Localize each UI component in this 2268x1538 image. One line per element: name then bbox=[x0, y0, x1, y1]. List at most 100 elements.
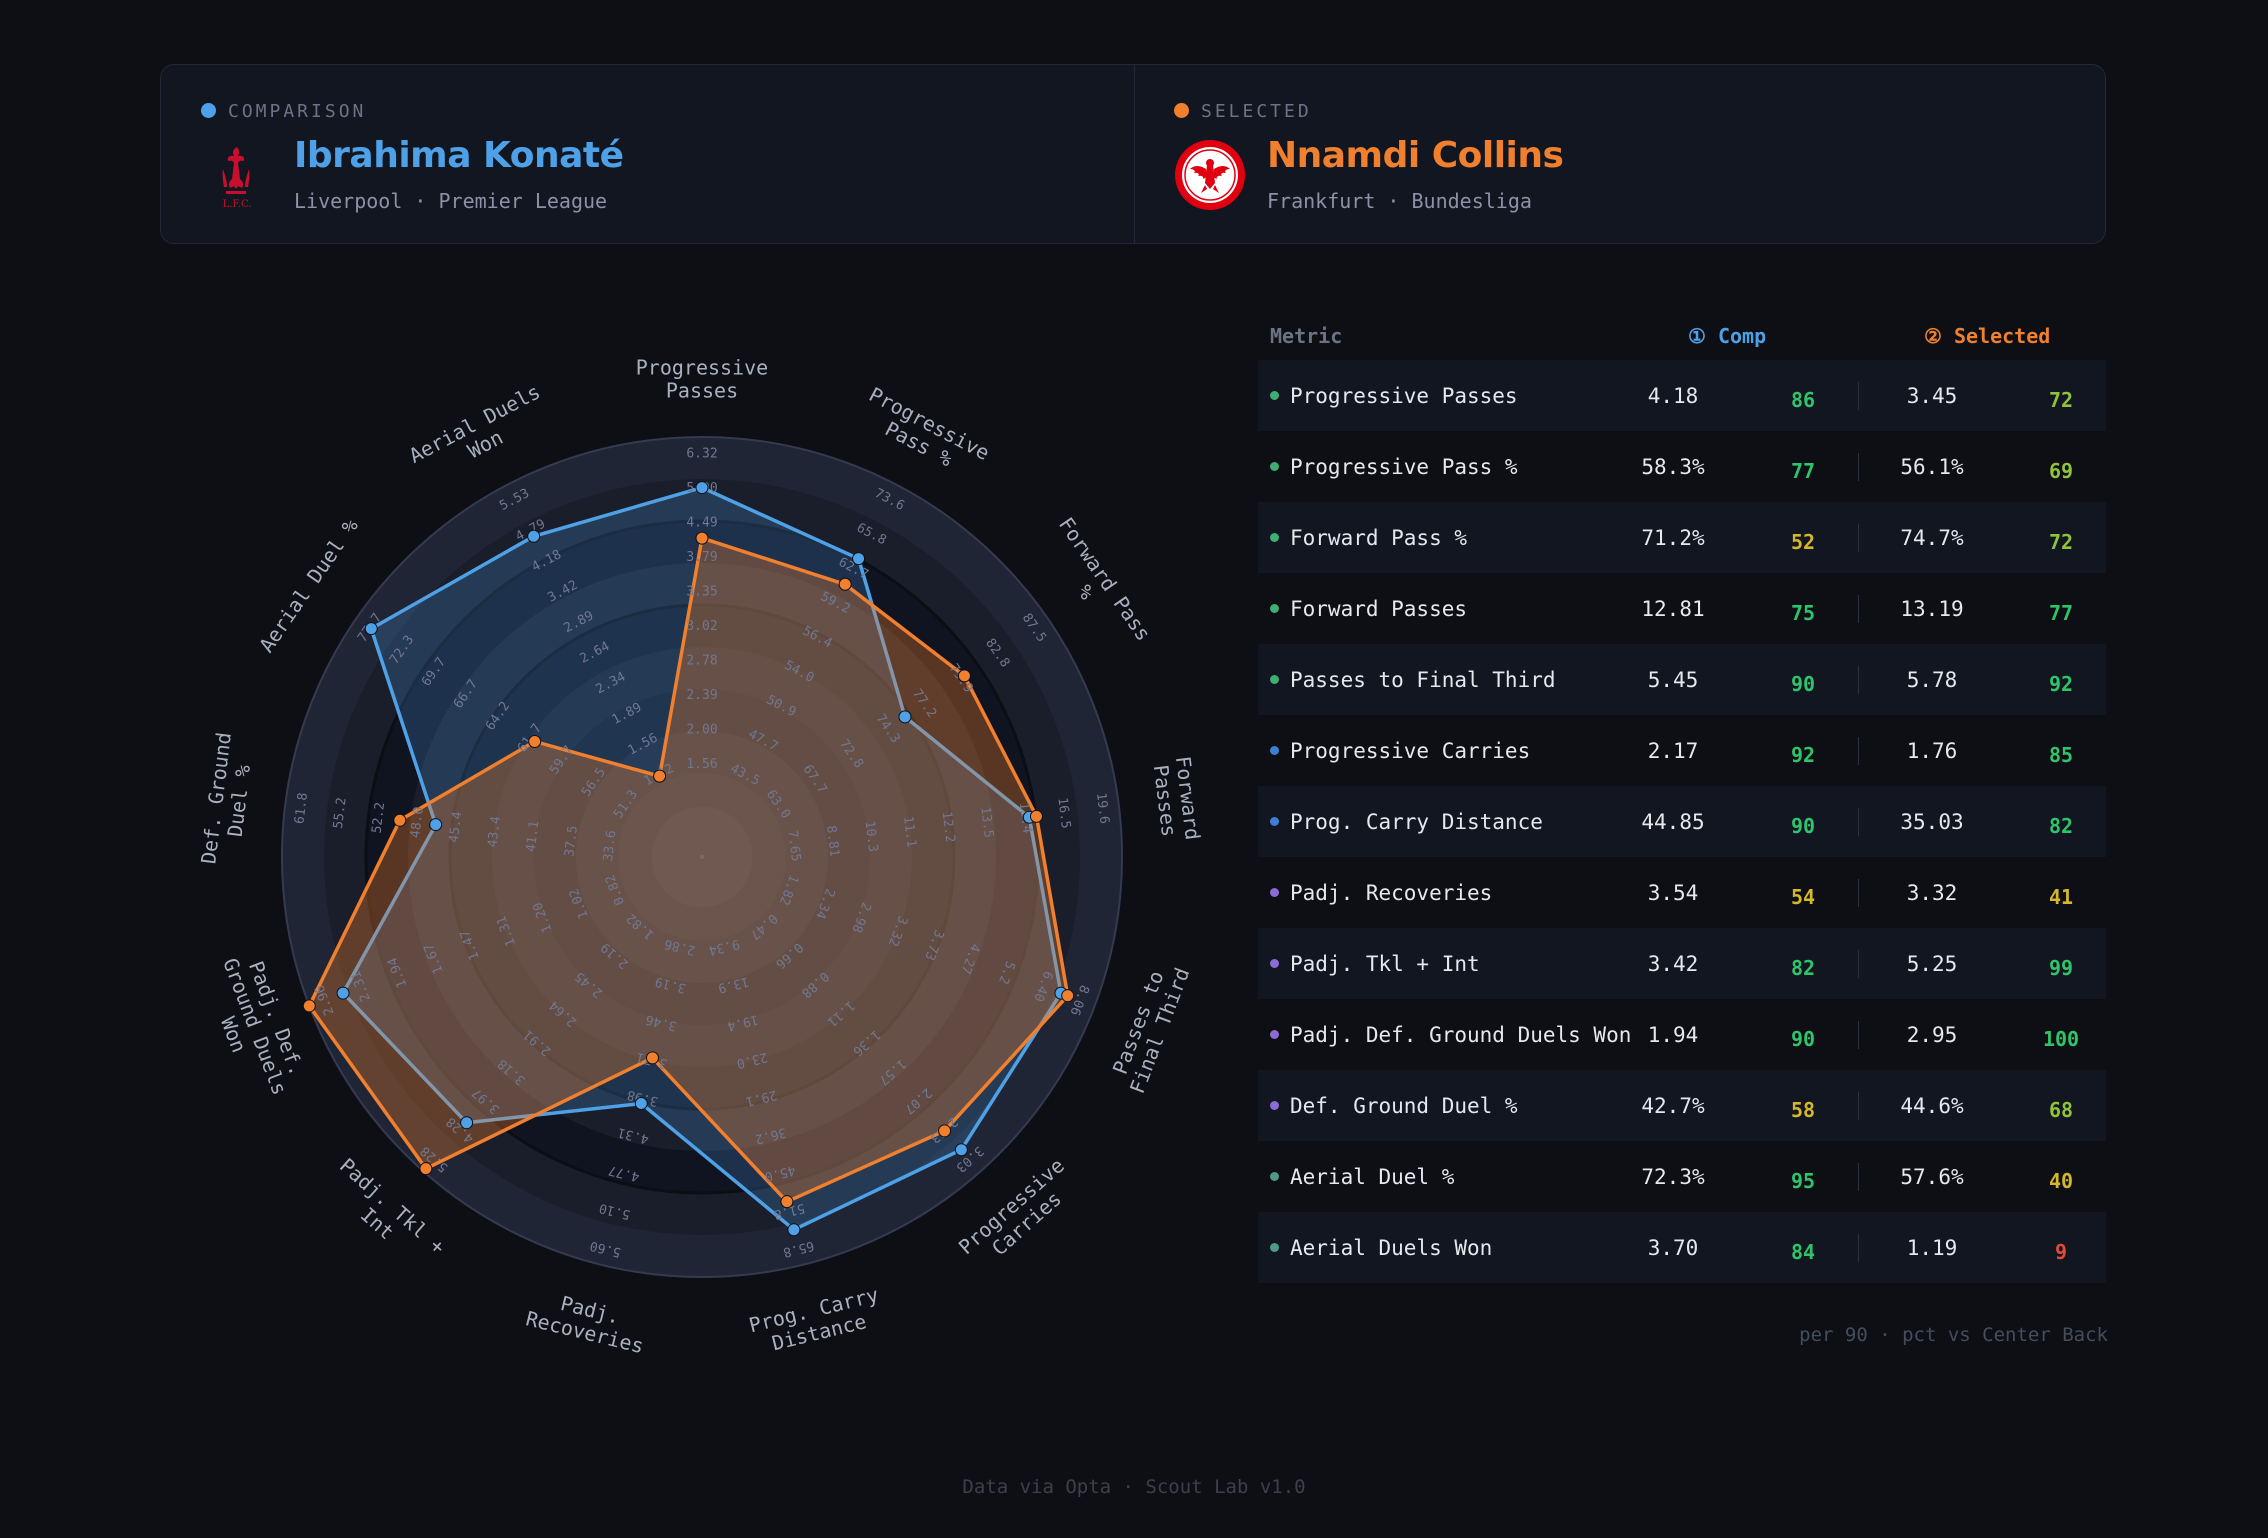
comp-value: 44.85 bbox=[1641, 810, 1705, 834]
series-point bbox=[419, 1162, 433, 1176]
radar-tick-label: 3.35 bbox=[686, 584, 717, 599]
table-row: Progressive Pass % 58.3% 77 56.1% 69 bbox=[1258, 431, 2106, 502]
header-selected: ② Selected bbox=[1924, 324, 2051, 348]
radar-tick-label: 2.78 bbox=[686, 654, 717, 669]
selected-player-name: Nnamdi Collins bbox=[1267, 135, 1564, 176]
category-dot-icon bbox=[1270, 888, 1279, 897]
comparison-tag-label: COMPARISON bbox=[228, 101, 367, 122]
selected-percentile: 41 bbox=[2048, 885, 2074, 909]
selected-value: 1.19 bbox=[1906, 1236, 1958, 1260]
series-point bbox=[528, 735, 542, 749]
series-point bbox=[780, 1195, 794, 1209]
comparison-tag: COMPARISON bbox=[201, 101, 366, 122]
category-dot-icon bbox=[1270, 675, 1279, 684]
series-point bbox=[787, 1223, 801, 1237]
radar-tick-label: 41.1 bbox=[524, 820, 543, 853]
table-row: Passes to Final Third 5.45 90 5.78 92 bbox=[1258, 644, 2106, 715]
radar-tick-label: 8.81 bbox=[823, 825, 842, 858]
footer: Data via Opta · Scout Lab v1.0 bbox=[962, 1476, 1306, 1498]
column-separator bbox=[1858, 1021, 1859, 1049]
series-point bbox=[938, 1124, 952, 1138]
metric-name: Padj. Def. Ground Duels Won bbox=[1290, 1023, 1632, 1047]
series-polygon bbox=[307, 536, 1070, 1204]
header-comp: ① Comp bbox=[1688, 324, 1767, 348]
series-point bbox=[1029, 809, 1043, 823]
selected-value: 3.45 bbox=[1906, 384, 1958, 408]
comp-value: 72.3% bbox=[1641, 1165, 1705, 1189]
category-dot-icon bbox=[1270, 1101, 1279, 1110]
metric-name: Progressive Carries bbox=[1290, 739, 1531, 763]
radar-tick-label: 7.65 bbox=[784, 829, 803, 862]
series-point bbox=[898, 710, 912, 724]
selected-tag: SELECTED bbox=[1174, 101, 1312, 122]
selected-percentile: 40 bbox=[2048, 1169, 2074, 1193]
metric-name: Progressive Pass % bbox=[1290, 455, 1518, 479]
series-point bbox=[852, 552, 866, 566]
comp-value: 2.17 bbox=[1647, 739, 1699, 763]
comp-value: 5.45 bbox=[1647, 668, 1699, 692]
column-separator bbox=[1858, 453, 1859, 481]
series-point bbox=[302, 999, 316, 1013]
comp-percentile: 77 bbox=[1790, 459, 1816, 483]
radar-tick-label: 48.0 bbox=[408, 806, 427, 839]
selected-percentile: 100 bbox=[2042, 1027, 2080, 1051]
radar-tick-label: 4.31 bbox=[616, 1124, 650, 1146]
selected-value: 74.7% bbox=[1900, 526, 1964, 550]
series-point bbox=[527, 529, 541, 543]
radar-tick-label: 12.2 bbox=[939, 811, 958, 844]
radar-axis-label: Prog. CarryDistance bbox=[746, 1282, 886, 1359]
radar-axis-label: Passes toFinal Third bbox=[1103, 956, 1194, 1097]
comp-percentile: 95 bbox=[1790, 1169, 1816, 1193]
radar-tick-label: 65.8 bbox=[782, 1237, 816, 1259]
radar-tick-label: 4.49 bbox=[686, 515, 717, 530]
radar-tick-label: 16.5 bbox=[1054, 797, 1073, 830]
radar-axis-label: Padj.Recoveries bbox=[524, 1284, 652, 1358]
radar-axis-label: Def. GroundDuel % bbox=[196, 731, 259, 868]
series-polygon bbox=[341, 485, 1063, 1232]
column-separator bbox=[1858, 737, 1859, 765]
comp-percentile: 90 bbox=[1790, 1027, 1816, 1051]
radar-tick-label: 51.8 bbox=[772, 1200, 806, 1222]
column-separator bbox=[1858, 879, 1859, 907]
radar-tick-label: 10.3 bbox=[862, 820, 881, 853]
category-dot-icon bbox=[1270, 1243, 1279, 1252]
metric-name: Padj. Tkl + Int bbox=[1290, 952, 1480, 976]
series-point bbox=[653, 769, 667, 783]
radar-tick-label: 1.56 bbox=[686, 757, 717, 772]
selected-percentile: 85 bbox=[2048, 743, 2074, 767]
metric-name: Padj. Recoveries bbox=[1290, 881, 1493, 905]
radar-tick-label: 43.4 bbox=[485, 815, 504, 848]
table-row: Progressive Passes 4.18 86 3.45 72 bbox=[1258, 360, 2106, 431]
table-note: per 90 · pct vs Center Back bbox=[1799, 1324, 2108, 1346]
table-row: Padj. Recoveries 3.54 54 3.32 41 bbox=[1258, 857, 2106, 928]
radar-tick-label: 6.32 bbox=[686, 446, 717, 461]
column-separator bbox=[1858, 382, 1859, 410]
metric-name: Prog. Carry Distance bbox=[1290, 810, 1543, 834]
selected-value: 3.32 bbox=[1906, 881, 1958, 905]
radar-tick-label: 3.46 bbox=[644, 1011, 678, 1033]
radar-tick-label: 45.4 bbox=[447, 810, 466, 843]
selected-value: 57.6% bbox=[1900, 1165, 1964, 1189]
category-dot-icon bbox=[1270, 959, 1279, 968]
card-divider bbox=[1134, 65, 1135, 243]
column-separator bbox=[1858, 950, 1859, 978]
table-row: Padj. Def. Ground Duels Won 1.94 90 2.95 100 bbox=[1258, 999, 2106, 1070]
radar-chart: 1.562.002.392.783.023.353.794.495.006.32… bbox=[196, 356, 1205, 1359]
radar-tick-label: 52.2 bbox=[370, 801, 389, 834]
radar-tick-label: 13.9 bbox=[716, 973, 750, 995]
category-dot-icon bbox=[1270, 462, 1279, 471]
table-row: Forward Passes 12.81 75 13.19 77 bbox=[1258, 573, 2106, 644]
comparison-dot-icon bbox=[201, 103, 216, 118]
liverpool-crest-icon: L.F.C. bbox=[223, 147, 251, 210]
series-point bbox=[957, 669, 971, 683]
radar-tick-label: 5.10 bbox=[598, 1200, 632, 1222]
comp-percentile: 75 bbox=[1790, 601, 1816, 625]
selected-percentile: 92 bbox=[2048, 672, 2074, 696]
radar-tick-label: 13.5 bbox=[977, 806, 996, 839]
radar-axis-label: Padj. Def.Ground DuelsWon bbox=[197, 947, 314, 1107]
radar-tick-label: 2.86 bbox=[663, 936, 697, 958]
comp-value: 1.94 bbox=[1647, 1023, 1699, 1047]
comp-value: 58.3% bbox=[1641, 455, 1705, 479]
radar-tick-label: 33.6 bbox=[601, 829, 620, 862]
radar-axis-label-line: Progressive bbox=[636, 356, 768, 380]
